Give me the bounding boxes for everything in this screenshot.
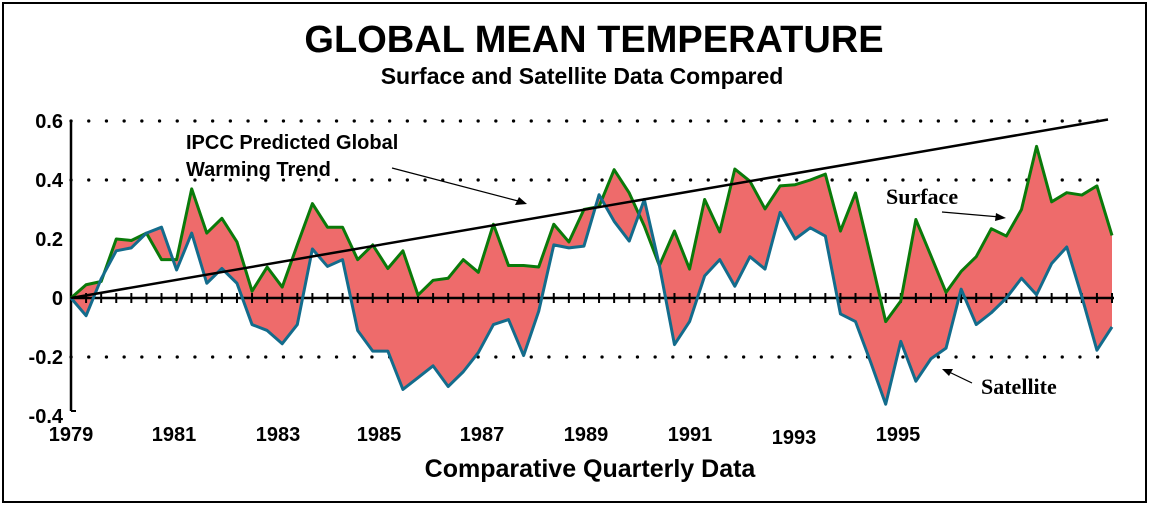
surface-arrow-head-icon xyxy=(995,213,1006,221)
x-tick-label: 1995 xyxy=(876,424,921,446)
x-axis-label: Comparative Quarterly Data xyxy=(425,455,757,483)
surface-annotation: Surface xyxy=(886,184,958,209)
chart-subtitle: Surface and Satellite Data Compared xyxy=(381,63,784,89)
ipcc-trend-line xyxy=(70,118,1109,300)
x-tick-label: 1987 xyxy=(460,424,505,446)
y-tick-label: 0.6 xyxy=(35,111,63,133)
ipcc-annotation-line-1: IPCC Predicted Global xyxy=(186,132,398,154)
axes xyxy=(69,121,1114,412)
ipcc-annotation-line-2: Warming Trend xyxy=(186,159,331,181)
x-tick-label: 1983 xyxy=(256,424,301,446)
x-tick-labels: 1979 1981 1983 1985 1987 1989 1991 1993 1995 xyxy=(49,424,921,449)
difference-fill xyxy=(71,146,1112,405)
y-tick-label: 0.2 xyxy=(35,229,63,251)
surface-arrow xyxy=(941,211,1001,218)
x-tick-label: 1989 xyxy=(564,424,609,446)
x-tick-label: 1991 xyxy=(668,424,713,446)
satellite-line xyxy=(69,193,1114,406)
chart-title: GLOBAL MEAN TEMPERATURE xyxy=(304,19,883,61)
x-tick-label: 1981 xyxy=(152,424,197,446)
x-tick-label: 1985 xyxy=(357,424,402,446)
y-tick-label: 0.4 xyxy=(35,170,64,192)
fill-area xyxy=(71,146,1112,405)
y-tick-label: 0 xyxy=(52,288,63,310)
satellite-arrow-head-icon xyxy=(942,369,953,376)
gridlines xyxy=(69,119,1114,359)
satellite-arrow xyxy=(946,370,973,384)
y-tick-label: -0.4 xyxy=(29,406,64,428)
annotations: IPCC Predicted Global Warming Trend Surf… xyxy=(186,132,1057,399)
series-lines xyxy=(69,118,1114,406)
ipcc-arrow xyxy=(391,167,523,203)
x-tick-label: 1979 xyxy=(49,424,94,446)
ipcc-arrow-head-icon xyxy=(515,197,527,205)
x-tick-label: 1993 xyxy=(772,427,817,449)
y-tick-labels: 0.6 0.4 0.2 0 -0.2 -0.4 xyxy=(29,111,64,428)
y-tick-label: -0.2 xyxy=(29,347,63,369)
satellite-annotation: Satellite xyxy=(981,374,1057,399)
